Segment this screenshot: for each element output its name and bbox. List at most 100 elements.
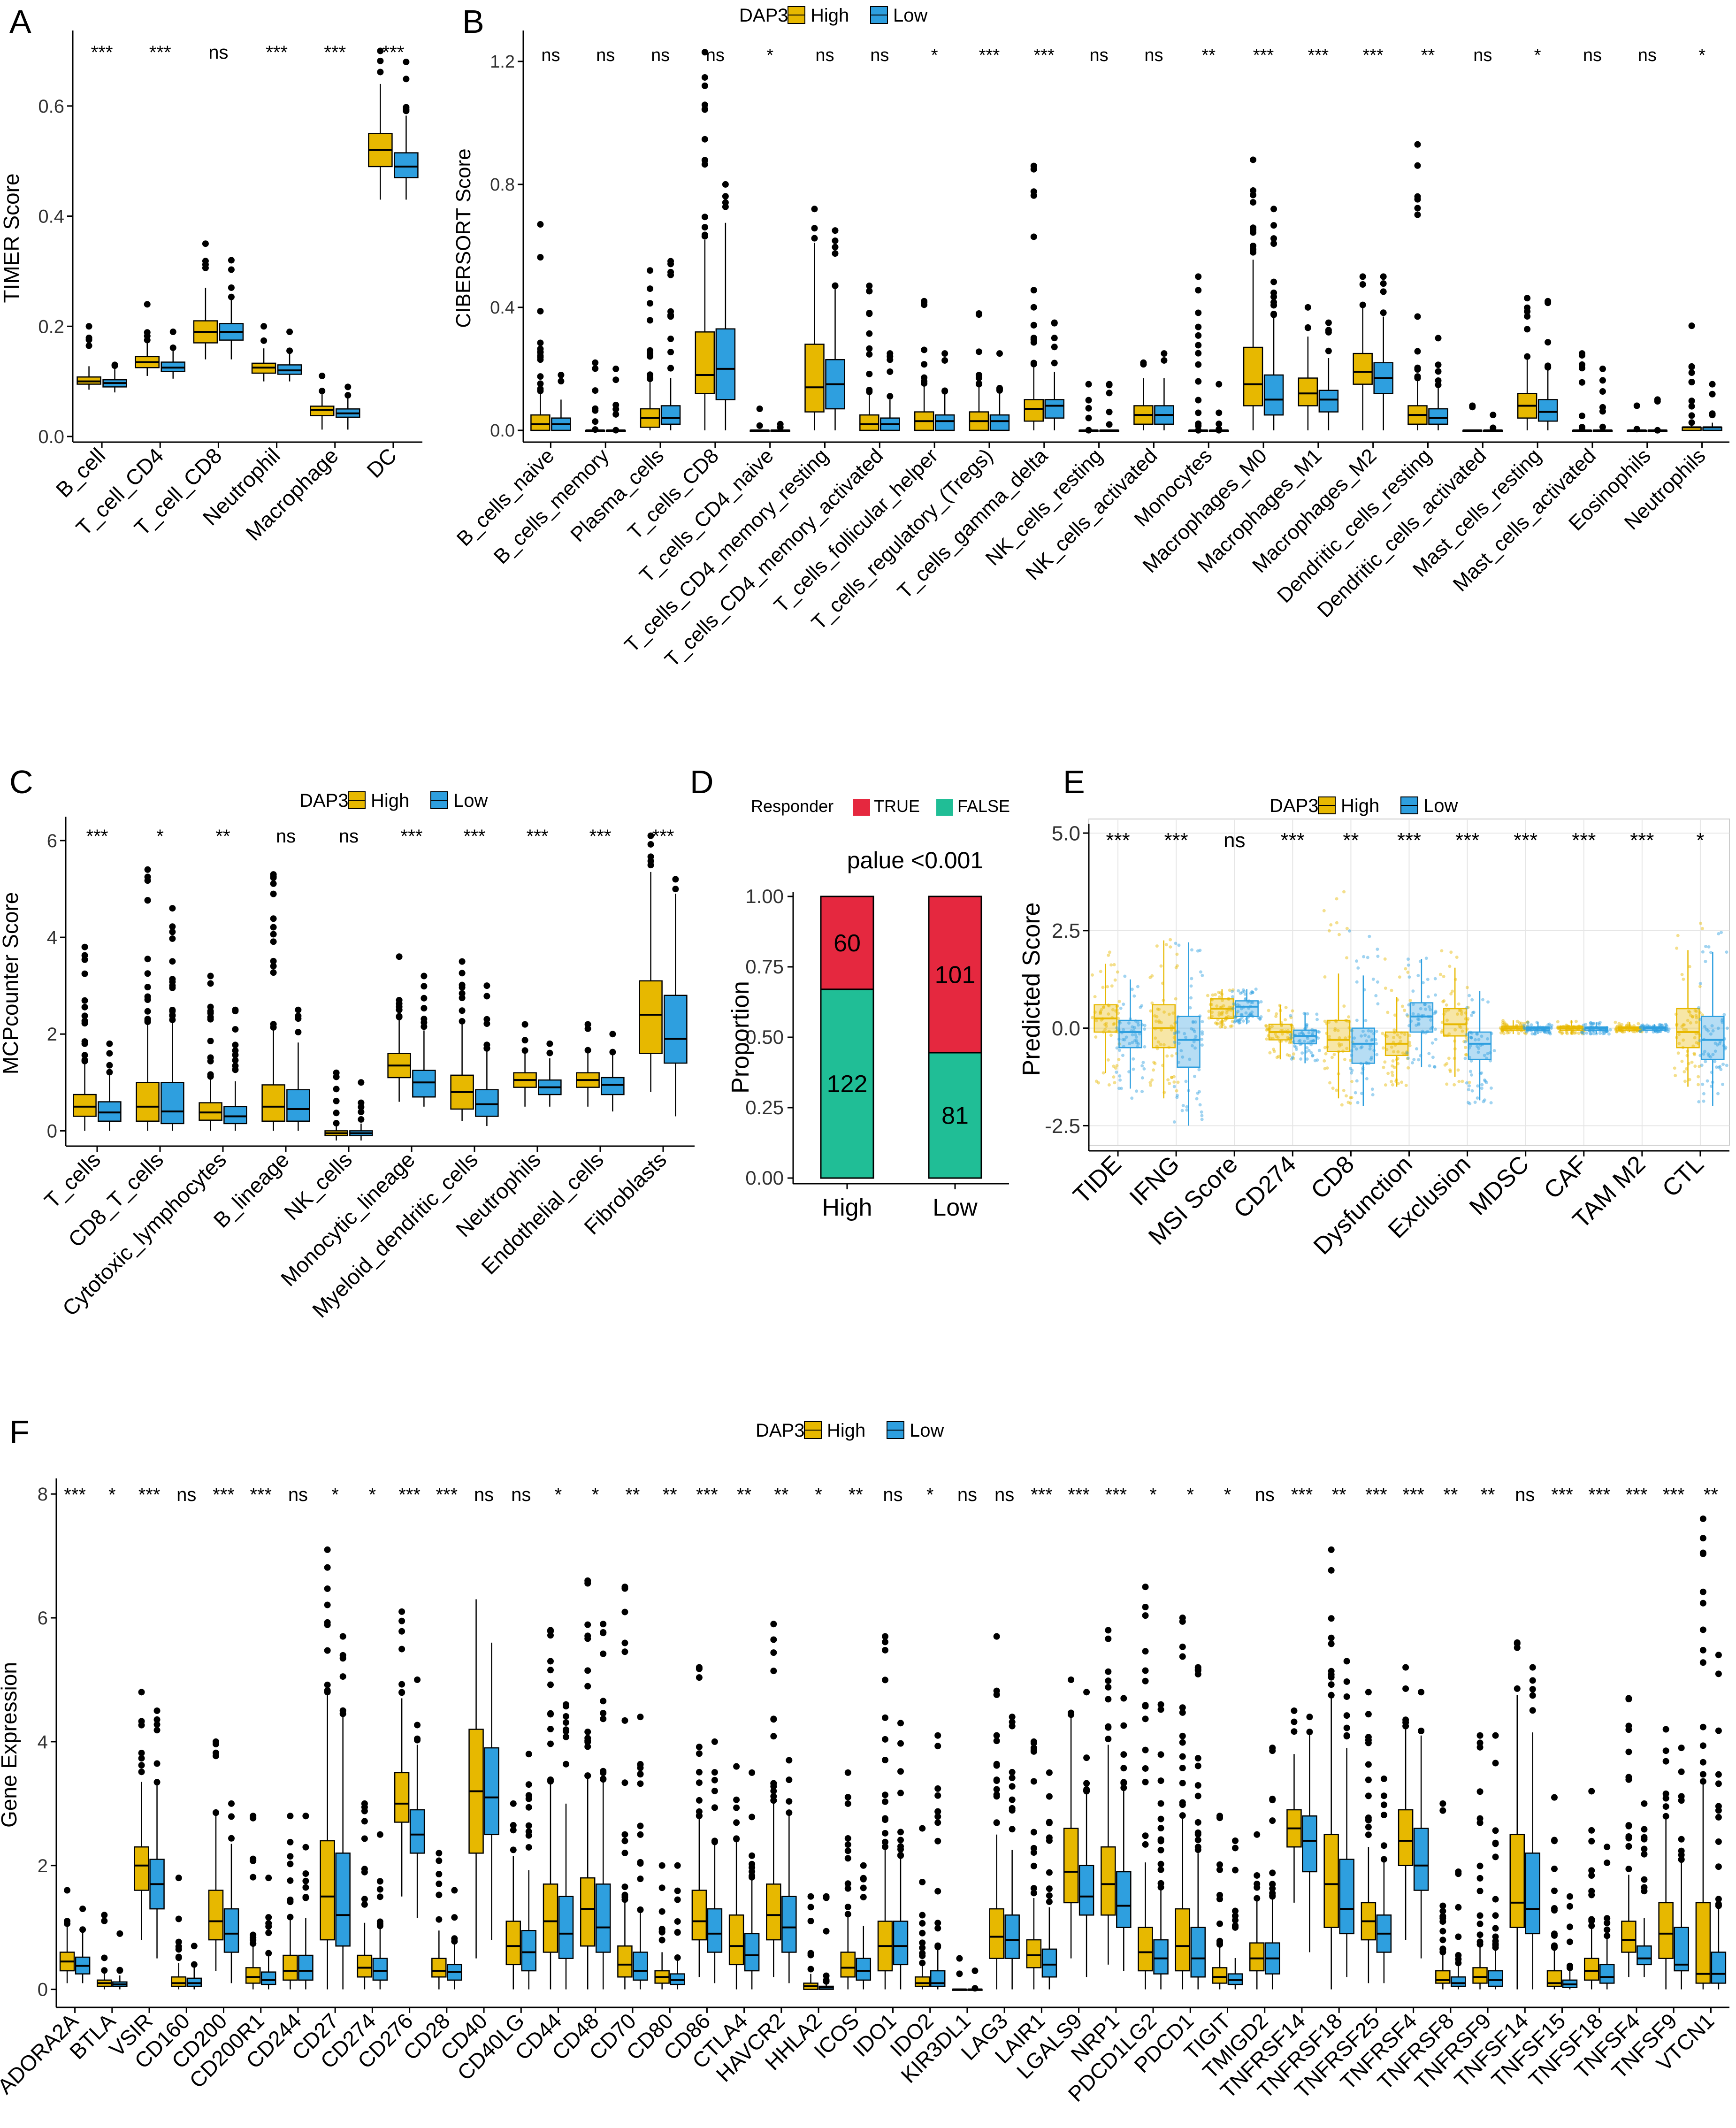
y-tick-label: 0.0 — [38, 427, 64, 447]
outlier-point — [770, 1716, 777, 1723]
jitter-point — [1310, 1039, 1314, 1043]
outlier-point — [1157, 1706, 1164, 1713]
y-tick-label: 0 — [38, 1980, 48, 2000]
jitter-point — [1638, 1026, 1642, 1029]
outlier-point — [1365, 1734, 1372, 1741]
jitter-point — [1291, 1009, 1294, 1013]
jitter-point — [1398, 975, 1401, 979]
jitter-point — [1404, 1052, 1408, 1056]
jitter-point — [1396, 1050, 1400, 1054]
box-high-CAF — [1556, 1019, 1586, 1036]
outlier-point — [823, 1978, 830, 1985]
jitter-point — [1218, 1025, 1222, 1029]
outlier-point — [647, 317, 654, 324]
jitter-point — [1693, 1036, 1697, 1040]
significance-label: * — [766, 46, 773, 65]
outlier-point — [1414, 375, 1421, 382]
jitter-point — [1172, 1120, 1176, 1124]
jitter-point — [1464, 1053, 1468, 1056]
box-iqr — [1435, 1970, 1451, 1984]
jitter-point — [1285, 1053, 1289, 1056]
significance-label: * — [369, 1485, 376, 1505]
outlier-point — [1194, 1762, 1201, 1769]
outlier-point — [1402, 1719, 1409, 1726]
jitter-point — [1664, 1022, 1667, 1026]
jitter-point — [1190, 977, 1193, 980]
jitter-point — [1355, 959, 1359, 963]
jitter-point — [1107, 1083, 1111, 1087]
outlier-point — [1492, 1912, 1499, 1919]
outlier-point — [647, 300, 654, 307]
outlier-point — [696, 1664, 703, 1671]
jitter-point — [1693, 1053, 1697, 1056]
panel-letter: B — [462, 3, 484, 40]
jitter-point — [1248, 1013, 1252, 1017]
jitter-point — [1639, 1024, 1643, 1028]
jitter-point — [1229, 1025, 1232, 1028]
significance-label: *** — [652, 826, 674, 847]
jitter-point — [1350, 1069, 1354, 1072]
outlier-point — [361, 1901, 368, 1908]
jitter-point — [1152, 1068, 1155, 1072]
outlier-point — [711, 1787, 718, 1794]
outlier-point — [1439, 1913, 1446, 1920]
significance-label: *** — [1031, 1485, 1053, 1505]
outlier-point — [934, 1819, 941, 1826]
outlier-point — [451, 1914, 458, 1921]
box-high-VSIR — [134, 1689, 149, 1940]
significance-label: *** — [398, 1485, 421, 1505]
jitter-point — [1242, 989, 1246, 993]
jitter-point — [1407, 1066, 1410, 1070]
outlier-point — [621, 1648, 628, 1655]
jitter-point — [1185, 1108, 1189, 1112]
box-iqr — [715, 328, 736, 400]
legend-title: DAP3 — [1269, 796, 1319, 816]
outlier-point — [1699, 1742, 1706, 1749]
box-high-Mast_cells_activated — [1572, 350, 1592, 432]
jitter-point — [1371, 1093, 1375, 1097]
jitter-point — [1463, 1056, 1467, 1060]
outlier-point — [1232, 1867, 1239, 1874]
jitter-point — [1503, 1022, 1507, 1026]
box-iqr — [1674, 1927, 1689, 1972]
outlier-point — [1030, 192, 1037, 199]
jitter-point — [1291, 1026, 1295, 1030]
jitter-point — [1707, 945, 1711, 949]
box-low-CAF — [1580, 1020, 1612, 1036]
outlier-point — [436, 1880, 443, 1887]
outlier-point — [324, 1585, 331, 1592]
outlier-point — [1009, 1796, 1016, 1803]
jitter-point — [1614, 1028, 1618, 1032]
jitter-point — [1416, 1018, 1420, 1021]
jitter-point — [1591, 1021, 1595, 1025]
jitter-point — [1666, 1030, 1670, 1033]
jitter-point — [1716, 1092, 1720, 1095]
jitter-point — [1682, 1070, 1686, 1074]
outlier-point — [621, 1837, 628, 1845]
jitter-point — [1486, 1052, 1490, 1056]
jitter-point — [1157, 1020, 1161, 1024]
box-high-CTLA4 — [728, 1763, 744, 1990]
jitter-point — [1156, 1040, 1160, 1044]
outlier-point — [1545, 364, 1552, 371]
jitter-point — [1091, 1016, 1094, 1019]
box-low-TNFSF15 — [1562, 1893, 1578, 1990]
outlier-point — [1599, 388, 1606, 395]
y-tick-label: 1.00 — [745, 885, 784, 907]
box-low-B_cells_memory — [605, 365, 626, 434]
jitter-point — [1354, 1091, 1357, 1095]
jitter-point — [1201, 1020, 1204, 1024]
jitter-point — [1518, 1021, 1522, 1025]
jitter-point — [1718, 1040, 1722, 1043]
box-low-CD27 — [335, 1633, 351, 1990]
outlier-point — [1161, 357, 1168, 364]
box-high-T_cells_follicular_helper — [914, 298, 934, 431]
outlier-point — [169, 905, 176, 912]
outlier-point — [1578, 424, 1585, 431]
box-low-CD160 — [186, 1943, 202, 1990]
jitter-point — [1112, 1064, 1116, 1068]
outlier-point — [207, 1073, 214, 1080]
outlier-point — [1083, 1689, 1090, 1696]
box-low-Mast_cells_resting — [1537, 298, 1558, 430]
outlier-point — [1142, 1677, 1149, 1684]
